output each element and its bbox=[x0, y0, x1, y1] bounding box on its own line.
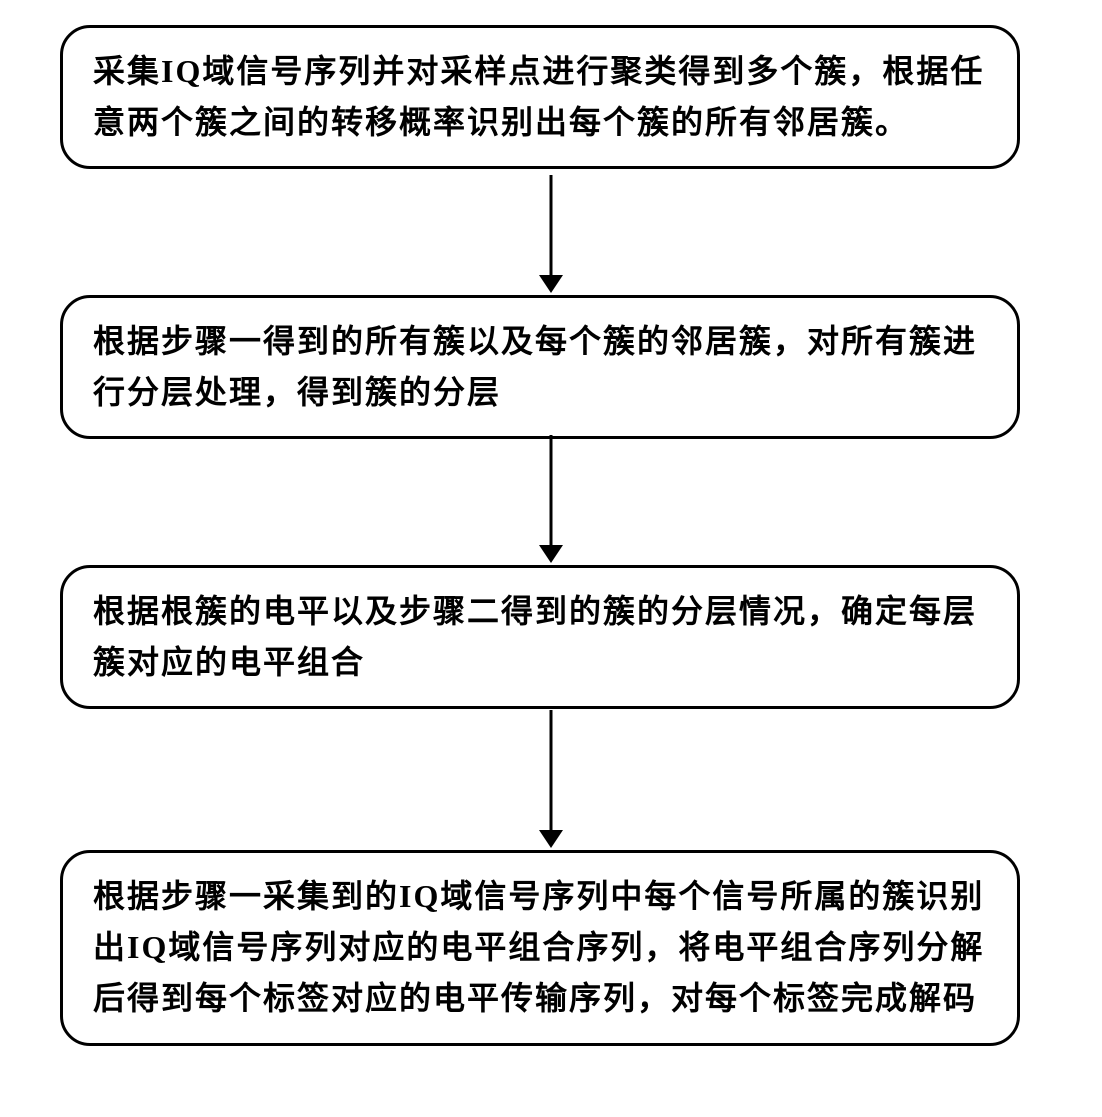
arrow-head-2 bbox=[539, 545, 563, 563]
step-text-1: 采集IQ域信号序列并对采样点进行聚类得到多个簇，根据任意两个簇之间的转移概率识别… bbox=[93, 53, 984, 140]
flowchart-container: 采集IQ域信号序列并对采样点进行聚类得到多个簇，根据任意两个簇之间的转移概率识别… bbox=[0, 0, 1102, 1117]
arrow-line-1 bbox=[550, 175, 553, 275]
step-box-4: 根据步骤一采集到的IQ域信号序列中每个信号所属的簇识别出IQ域信号序列对应的电平… bbox=[60, 850, 1020, 1046]
arrow-head-1 bbox=[539, 275, 563, 293]
step-box-3: 根据根簇的电平以及步骤二得到的簇的分层情况，确定每层簇对应的电平组合 bbox=[60, 565, 1020, 709]
step-box-2: 根据步骤一得到的所有簇以及每个簇的邻居簇，对所有簇进行分层处理，得到簇的分层 bbox=[60, 295, 1020, 439]
arrow-line-2 bbox=[550, 435, 553, 545]
step-text-4: 根据步骤一采集到的IQ域信号序列中每个信号所属的簇识别出IQ域信号序列对应的电平… bbox=[93, 878, 984, 1016]
step-box-1: 采集IQ域信号序列并对采样点进行聚类得到多个簇，根据任意两个簇之间的转移概率识别… bbox=[60, 25, 1020, 169]
arrow-head-3 bbox=[539, 830, 563, 848]
step-text-2: 根据步骤一得到的所有簇以及每个簇的邻居簇，对所有簇进行分层处理，得到簇的分层 bbox=[93, 323, 977, 410]
arrow-line-3 bbox=[550, 710, 553, 830]
step-text-3: 根据根簇的电平以及步骤二得到的簇的分层情况，确定每层簇对应的电平组合 bbox=[93, 593, 977, 680]
